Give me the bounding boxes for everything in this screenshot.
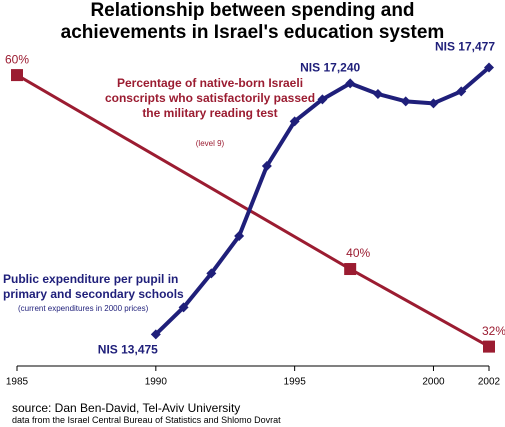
marker (484, 62, 494, 73)
chart-title: Relationship between spending and achiev… (60, 0, 445, 43)
marker (345, 78, 356, 89)
x-tick-label: 1990 (145, 377, 168, 388)
value-label: NIS 13,475 (98, 343, 158, 357)
chart-title-box: Relationship between spending and achiev… (0, 0, 505, 44)
marker (400, 96, 411, 107)
marker (456, 86, 467, 97)
source: source: Dan Ben-David, Tel-Aviv Universi… (12, 401, 241, 415)
series-note: (current expenditures in 2000 prices) (18, 304, 149, 313)
x-tick-label: 2002 (478, 377, 501, 388)
marker (206, 268, 217, 279)
x-tick-label: 2000 (422, 377, 445, 388)
marker (428, 98, 439, 109)
value-label: 32% (482, 324, 505, 338)
value-label: 60% (5, 52, 29, 66)
marker (289, 116, 300, 127)
marker (11, 69, 23, 82)
data-note: data from the Israel Central Bureau of S… (12, 415, 281, 425)
value-label: NIS 17,240 (300, 61, 360, 75)
x-tick-label: 1995 (284, 377, 307, 388)
series-note: (level 9) (195, 139, 225, 148)
marker (234, 231, 245, 241)
marker (372, 89, 383, 99)
value-label: 40% (346, 246, 370, 260)
marker (150, 329, 161, 340)
marker (178, 302, 189, 313)
series-label: Percentage of native-born Israeli conscr… (104, 76, 316, 120)
x-tick-label: 1985 (6, 377, 29, 388)
marker (317, 94, 328, 105)
series-label-box: Percentage of native-born Israeli conscr… (55, 76, 365, 121)
marker (261, 161, 272, 171)
value-label: NIS 17,477 (435, 40, 495, 54)
marker (344, 263, 357, 276)
marker (483, 340, 495, 353)
series-label: Public expenditure per pupil in primary … (3, 272, 184, 301)
